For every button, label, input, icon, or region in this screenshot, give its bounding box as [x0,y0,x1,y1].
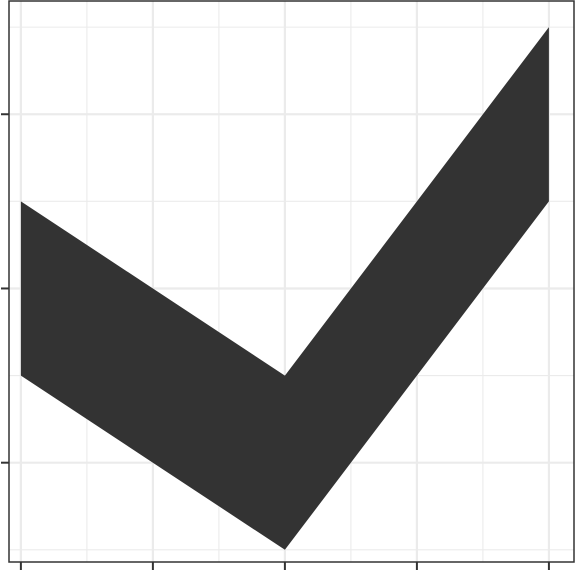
panel-border [8,0,575,563]
ribbon-area [20,27,549,550]
x-axis-ticks [19,562,550,570]
ribbon-series [20,27,549,550]
y-axis-ticks [1,113,9,464]
